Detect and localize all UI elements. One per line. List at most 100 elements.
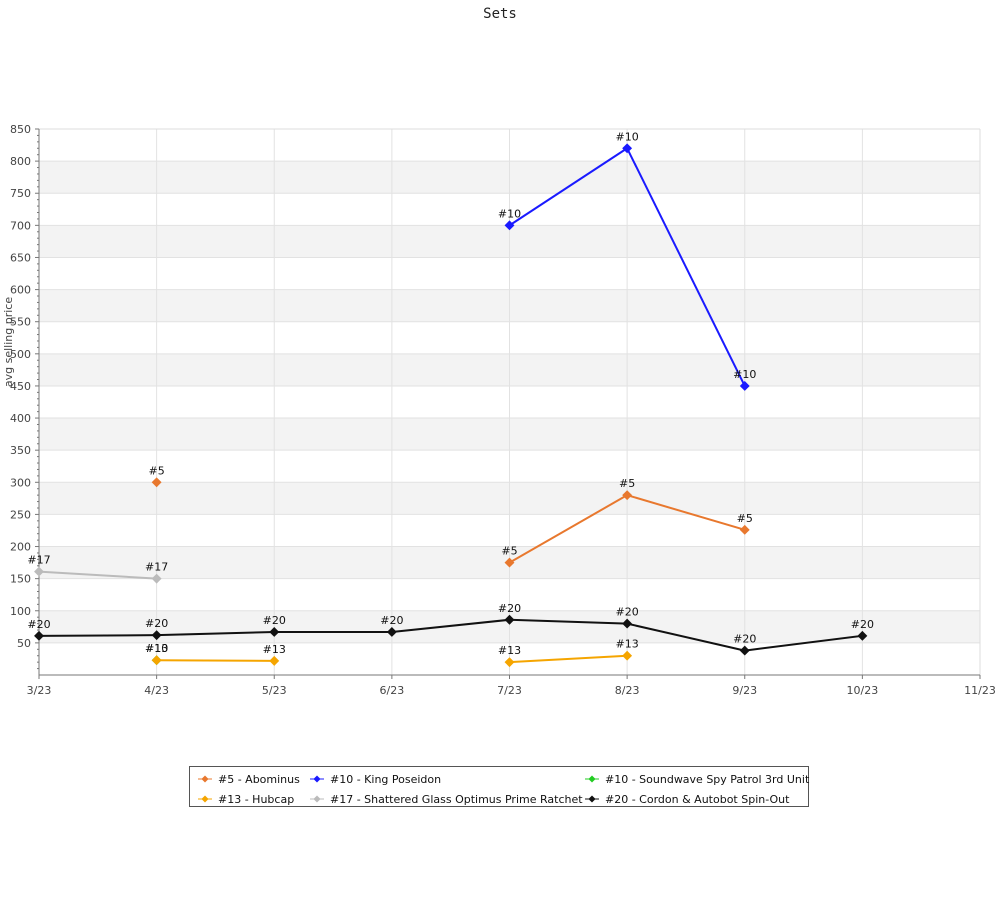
data-point xyxy=(386,627,397,637)
legend-swatch xyxy=(310,775,324,783)
data-label: #20 xyxy=(733,633,756,646)
y-tick-label: 600 xyxy=(10,284,31,297)
legend-item: #20 - Cordon & Autobot Spin-Out xyxy=(585,791,789,807)
y-tick-label: 200 xyxy=(10,541,31,554)
series-line-segment xyxy=(744,634,863,652)
data-label: #13 xyxy=(616,638,639,651)
legend-label: #13 - Hubcap xyxy=(218,792,295,806)
data-point xyxy=(622,490,633,501)
legend-label: #17 - Shattered Glass Optimus Prime Ratc… xyxy=(330,792,583,806)
series-line-segment xyxy=(508,147,628,227)
data-point xyxy=(504,614,515,625)
legend-swatch xyxy=(585,775,599,783)
legend: #5 - Abominus #10 - King Poseidon #10 - So… xyxy=(189,766,809,807)
series-line-segment xyxy=(156,659,275,662)
data-point xyxy=(151,477,162,488)
y-tick-label: 850 xyxy=(10,123,31,136)
legend-label: #10 - King Poseidon xyxy=(330,772,442,786)
legend-item: #13 - Hubcap xyxy=(198,791,294,807)
data-label: #5 xyxy=(501,545,517,558)
legend-item: #10 - King Poseidon xyxy=(310,771,441,787)
data-label: #20 xyxy=(616,606,639,619)
legend-label: #20 - Cordon & Autobot Spin-Out xyxy=(605,792,790,806)
x-tick-label: 10/23 xyxy=(847,684,879,697)
x-tick-label: 4/23 xyxy=(144,684,169,697)
series-line-segment xyxy=(626,622,745,652)
data-point xyxy=(151,573,162,584)
series-line-segment xyxy=(391,618,510,633)
y-tick-label: 650 xyxy=(10,251,31,264)
data-point xyxy=(504,657,515,668)
data-label: #17 xyxy=(27,554,50,567)
data-point xyxy=(504,220,515,231)
x-tick-label: 7/23 xyxy=(497,684,522,697)
data-point xyxy=(622,143,633,154)
data-label: #20 xyxy=(27,618,50,631)
y-axis-title: avg selling price xyxy=(2,297,15,387)
x-tick-label: 6/23 xyxy=(380,684,405,697)
data-point xyxy=(857,630,868,641)
legend-label: #5 - Abominus xyxy=(218,772,300,786)
legend-swatch xyxy=(585,795,599,803)
y-tick-label: 550 xyxy=(10,316,31,329)
data-label: #10 xyxy=(733,368,756,381)
data-label: #20 xyxy=(380,614,403,627)
y-tick-label: 400 xyxy=(10,412,31,425)
y-tick-label: 100 xyxy=(10,605,31,618)
data-label: #17 xyxy=(145,561,168,574)
chart-title: Sets xyxy=(483,6,517,22)
data-label: #20 xyxy=(145,617,168,630)
y-tick-label: 700 xyxy=(10,219,31,232)
data-label: #10 xyxy=(145,642,168,655)
series-line-segment xyxy=(626,494,746,531)
y-tick-label: 150 xyxy=(10,573,31,586)
series-line-segment xyxy=(38,634,157,637)
legend-swatch xyxy=(198,775,212,783)
y-tick-label: 50 xyxy=(17,637,31,650)
data-label: #20 xyxy=(498,602,521,615)
data-label: #13 xyxy=(145,642,168,655)
data-point xyxy=(739,380,750,391)
data-point xyxy=(34,630,44,641)
y-tick-label: 250 xyxy=(10,508,31,521)
data-label: #5 xyxy=(149,464,165,477)
series-line-segment xyxy=(509,494,628,564)
data-point xyxy=(34,566,44,577)
series-line-segment xyxy=(509,618,628,625)
data-point xyxy=(151,655,162,666)
data-point xyxy=(269,627,280,637)
legend-label: #10 - Soundwave Spy Patrol 3rd Unit xyxy=(605,772,810,786)
data-label: #10 xyxy=(616,130,639,143)
y-tick-label: 500 xyxy=(10,348,31,361)
y-tick-label: 750 xyxy=(10,187,31,200)
x-tick-label: 3/23 xyxy=(27,684,52,697)
series-line-segment xyxy=(509,654,628,664)
legend-swatch xyxy=(310,795,324,803)
data-label: #20 xyxy=(851,618,874,631)
y-tick-label: 350 xyxy=(10,444,31,457)
x-tick-label: 5/23 xyxy=(262,684,287,697)
data-point xyxy=(151,630,162,641)
series-line-segment xyxy=(626,147,746,387)
data-point xyxy=(269,655,280,666)
y-tick-label: 800 xyxy=(10,155,31,168)
y-tick-label: 450 xyxy=(10,380,31,393)
x-tick-label: 9/23 xyxy=(732,684,757,697)
data-point xyxy=(622,650,633,661)
x-tick-label: 11/23 xyxy=(964,684,996,697)
legend-swatch xyxy=(198,795,212,803)
data-label: #5 xyxy=(619,477,635,490)
legend-item: #17 - Shattered Glass Optimus Prime Ratc… xyxy=(310,791,583,807)
y-tick-label: 300 xyxy=(10,476,31,489)
data-point xyxy=(622,618,633,629)
legend-item: #10 - Soundwave Spy Patrol 3rd Unit xyxy=(585,771,809,787)
data-point xyxy=(504,557,515,568)
data-label: #20 xyxy=(263,614,286,627)
data-label: #10 xyxy=(498,207,521,220)
data-label: #13 xyxy=(263,643,286,656)
data-point xyxy=(739,645,750,656)
data-label: #5 xyxy=(737,512,753,525)
series-line-segment xyxy=(38,570,157,580)
x-tick-label: 8/23 xyxy=(615,684,640,697)
